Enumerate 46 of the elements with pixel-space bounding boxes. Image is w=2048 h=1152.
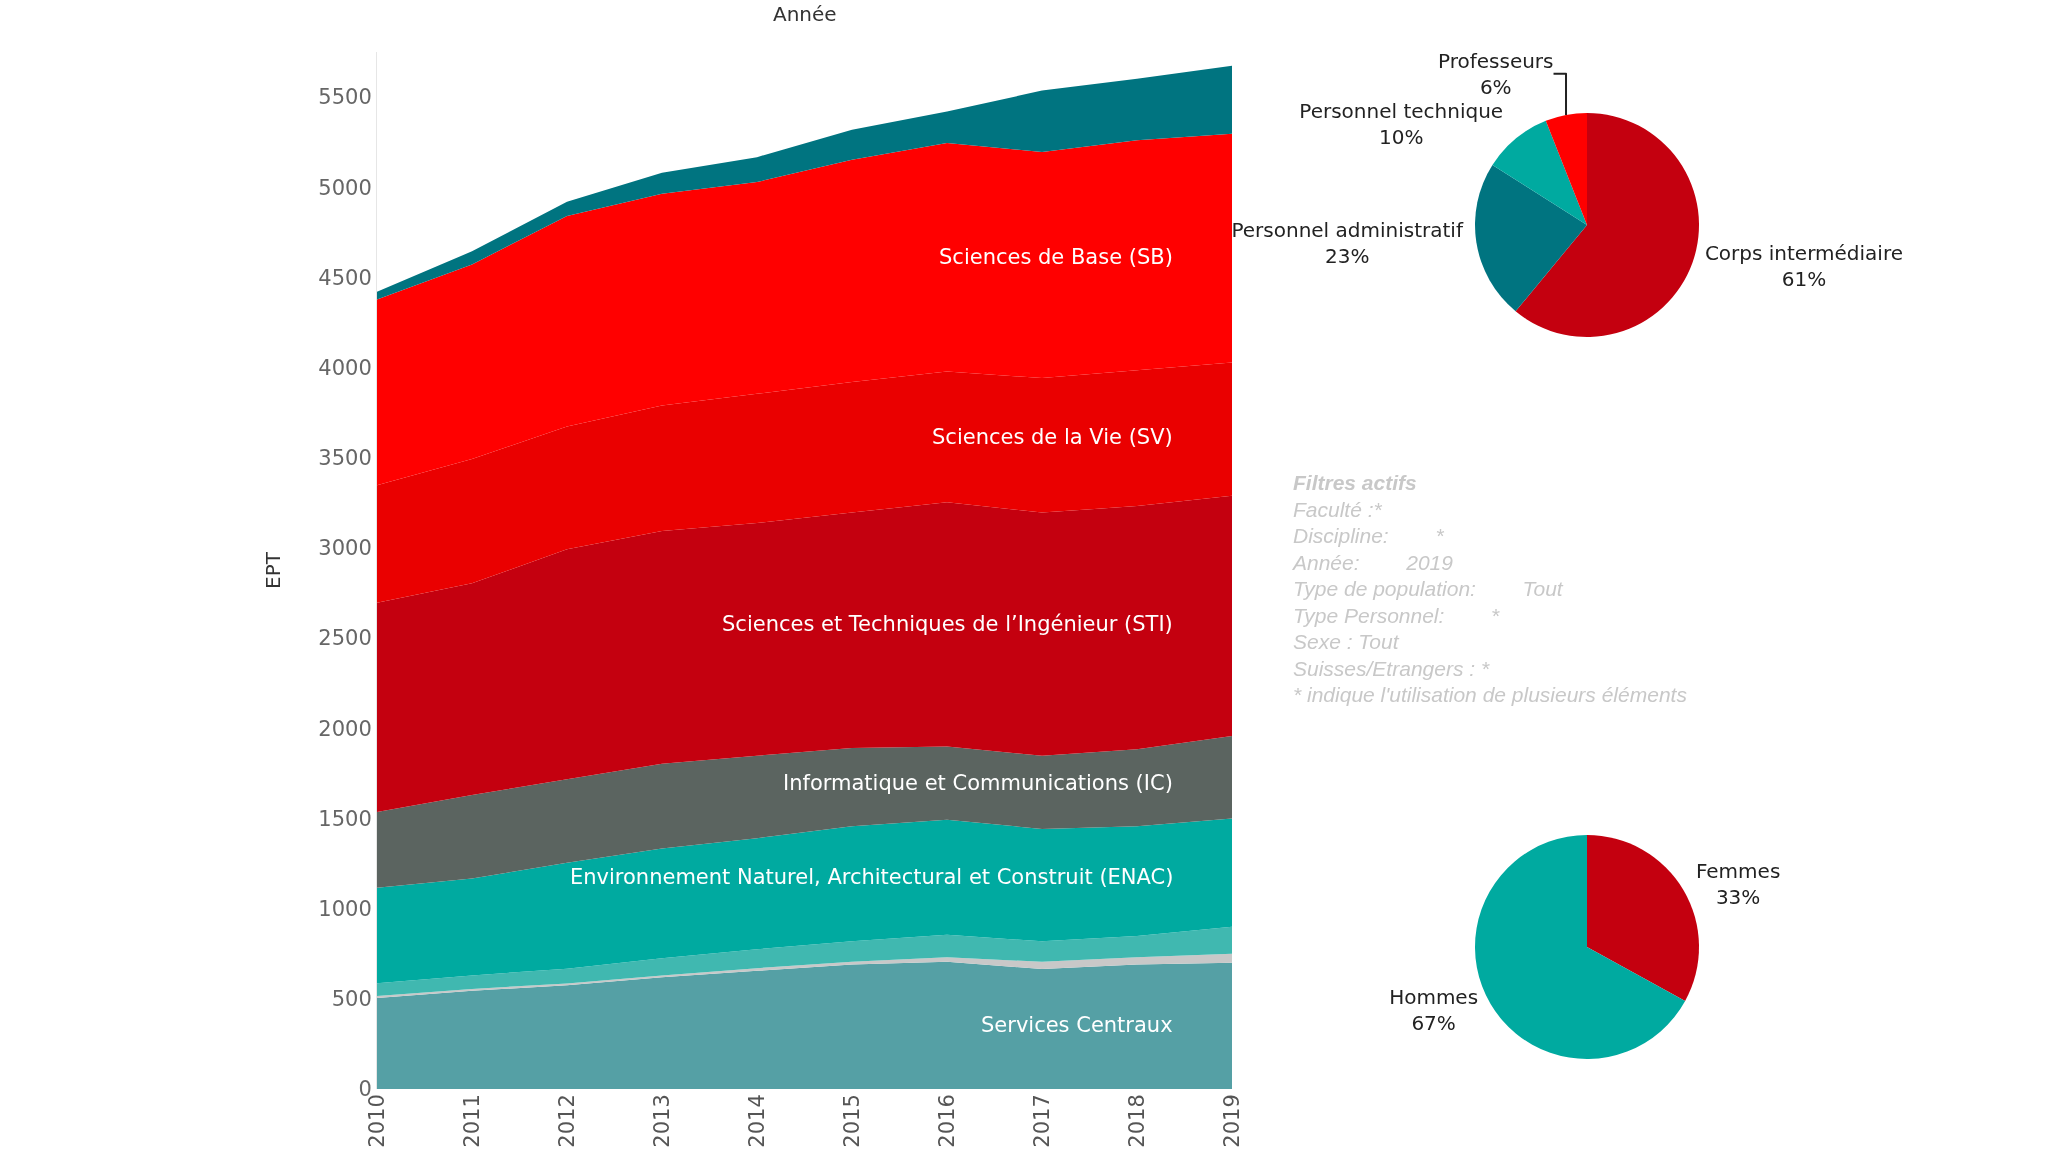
x-tick-label: 2012 [554,1094,579,1148]
pie-slice [1545,113,1587,225]
series-label: Sciences et Techniques de l’Ingénieur (STI) [722,612,1173,636]
x-tick-label: 2017 [1029,1094,1054,1148]
slice-label: Hommes [1389,985,1479,1010]
data-label: 67% [1411,1011,1456,1036]
y-tick-label: 1500 [318,806,372,831]
slice-label: Personnel administratif [1231,218,1464,243]
y-tick-label: 2000 [318,716,372,741]
y-tick-label: 2500 [318,626,372,651]
x-tick-label: 2015 [839,1094,864,1148]
data-label: 61% [1781,266,1827,291]
y-tick-label: 5000 [318,175,372,200]
y-tick-label: 500 [331,987,372,1012]
data-label: 23% [1324,244,1370,269]
slice-label: Corps intermédiaire [1704,240,1903,265]
x-tick-label: 2016 [934,1094,959,1148]
series-label: Environnement Naturel, Architectural et Construit (ENAC) [570,865,1174,889]
y-tick-label: 5500 [318,85,372,110]
x-tick-label: 2014 [744,1094,769,1148]
data-label: 33% [1715,884,1761,909]
y-tick-label: 4500 [318,265,372,290]
pie-slice [1475,164,1587,312]
data-label: 6% [1479,74,1512,99]
series-label: Services Centraux [981,1013,1173,1037]
pie-slice [1475,835,1686,1059]
x-tick-label: 2018 [1124,1094,1149,1148]
x-tick-label: 2013 [649,1094,674,1148]
y-tick-label: 4000 [318,355,372,380]
series-label: Sciences de Base (SB) [939,245,1173,269]
x-tick-label: 2011 [459,1094,484,1148]
slice-label: Personnel technique [1299,98,1504,123]
pie-slice [1492,120,1587,225]
slice-label: Femmes [1695,858,1781,883]
pie-slice [1515,113,1699,337]
series-label: Informatique et Communications (IC) [783,771,1173,795]
pie-slice [1587,835,1699,1001]
y-tick-label: 1000 [318,897,372,921]
x-tick-label: 2019 [1219,1094,1244,1148]
y-tick-label: 3500 [318,446,372,471]
x-axis-title: Année [773,2,837,26]
series-label: Sciences de la Vie (SV) [932,425,1173,449]
y-tick-label: 3000 [318,536,372,561]
slice-label: Professeurs [1437,48,1554,73]
data-label: 10% [1378,124,1424,149]
y-axis-title: EPT [260,551,285,589]
